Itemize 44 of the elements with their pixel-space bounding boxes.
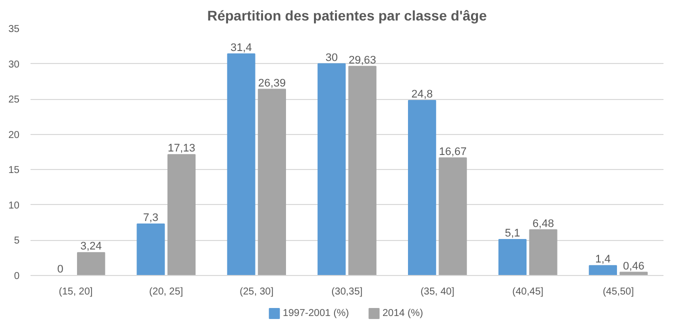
x-tick-label: (15, 20]	[58, 286, 93, 298]
bar	[588, 265, 617, 276]
data-label: 29,63	[348, 54, 376, 66]
x-tick-label: (40,45]	[512, 286, 544, 298]
y-tick-label: 15	[8, 165, 20, 176]
bar	[438, 157, 467, 276]
bar	[136, 223, 165, 276]
bar	[348, 66, 376, 276]
x-tick-label: (45,50]	[602, 286, 634, 298]
data-label: 7,3	[143, 212, 158, 224]
data-label: 30	[326, 52, 338, 64]
y-tick-label: 20	[8, 130, 20, 141]
legend-label: 2014 (%)	[382, 308, 424, 319]
legend-label: 1997-2001 (%)	[282, 308, 349, 319]
bar	[258, 88, 286, 276]
bar	[318, 63, 346, 276]
y-tick-label: 10	[8, 200, 20, 212]
bar	[77, 252, 106, 276]
data-label: 3,24	[80, 240, 102, 253]
data-label: 0	[57, 264, 64, 276]
data-label: 17,13	[168, 142, 196, 155]
x-tick-label: (35, 40]	[420, 286, 455, 298]
bar	[227, 53, 256, 276]
y-tick-label: 25	[8, 94, 20, 106]
data-label: 31,4	[230, 42, 252, 54]
y-tick-label: 5	[14, 236, 20, 247]
bar	[498, 239, 527, 276]
chart-title: Répartition des patientes par classe d'âge	[207, 8, 487, 24]
bar	[529, 229, 558, 276]
data-label: 26,39	[258, 77, 286, 90]
y-tick-label: 35	[8, 24, 20, 35]
x-tick-label: (20, 25]	[149, 286, 184, 298]
data-label: 6,48	[532, 218, 554, 230]
bar	[167, 154, 196, 276]
x-tick-label: (30,35]	[331, 286, 363, 298]
data-label: 16,67	[439, 146, 467, 158]
data-label: 24,8	[411, 88, 433, 100]
x-tick-label: (25, 30]	[240, 286, 274, 298]
data-label: 1,4	[595, 254, 611, 266]
y-tick-label: 0	[14, 271, 20, 282]
y-tick-label: 30	[8, 59, 20, 70]
bar	[408, 100, 436, 276]
data-label: 0,46	[622, 260, 644, 272]
data-label: 5,1	[504, 228, 520, 240]
